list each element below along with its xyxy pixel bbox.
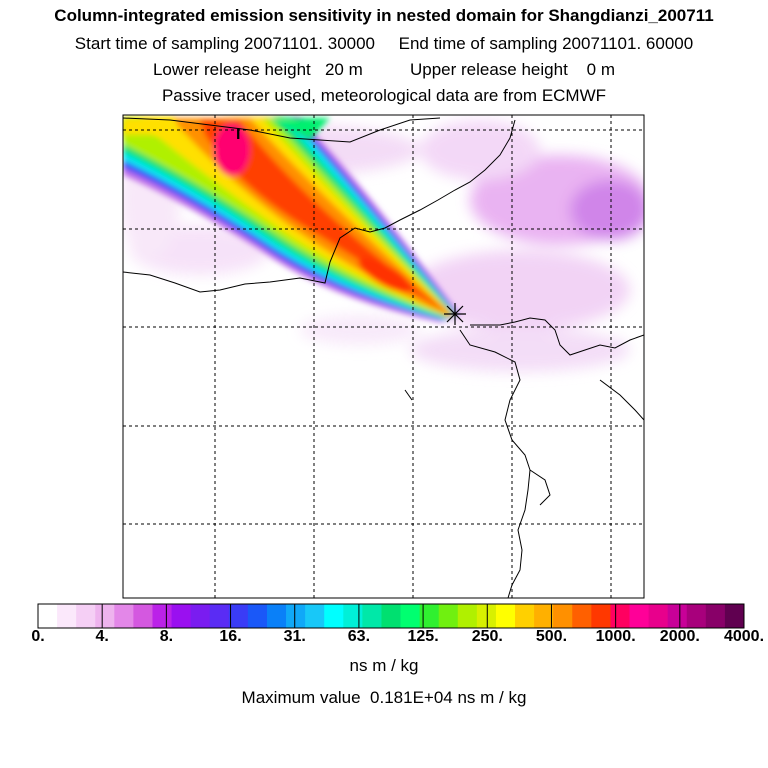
- colorbar-frame: [37, 603, 745, 629]
- colorbar-swatch: [438, 604, 459, 628]
- colorbar-tick-label: 31.: [283, 628, 306, 645]
- plot-frame: [122, 114, 645, 599]
- colorbar-swatch: [724, 604, 745, 628]
- colorbar-swatch: [534, 604, 554, 628]
- colorbar-swatch: [38, 604, 58, 628]
- colorbar-swatch: [305, 604, 325, 628]
- colorbar-tick-label: 500.: [535, 628, 568, 645]
- colorbar-swatch: [495, 604, 516, 628]
- colorbar-swatch: [286, 604, 306, 628]
- colorbar-tick-label: 4.: [95, 628, 109, 645]
- colorbar-swatch: [209, 604, 230, 628]
- colorbar-swatch: [705, 604, 726, 628]
- colorbar-swatch: [114, 604, 134, 628]
- colorbar-swatch: [57, 604, 77, 628]
- colorbar-tick-label: 250.: [471, 628, 503, 645]
- colorbar-swatch: [629, 604, 650, 628]
- colorbar-swatch: [362, 604, 382, 628]
- colorbar-swatch: [515, 604, 535, 628]
- colorbar-swatch: [95, 604, 115, 628]
- colorbar-tick-label: 125.: [407, 628, 439, 645]
- colorbar-swatch: [610, 604, 631, 628]
- colorbar-swatch: [667, 604, 688, 628]
- receptor-marker: [444, 303, 466, 325]
- colorbar-swatch: [457, 604, 478, 628]
- colorbar-swatch: [190, 604, 211, 628]
- gridlines: [123, 115, 644, 598]
- sensitivity-field: [123, 116, 644, 598]
- colorbar-swatch: [247, 604, 268, 628]
- colorbar-units: ns m / kg: [349, 656, 419, 675]
- colorbar-swatch: [381, 604, 402, 628]
- colorbar-tick-label: 2000.: [659, 628, 700, 645]
- colorbar-swatch: [572, 604, 592, 628]
- colorbar-swatch: [400, 604, 421, 628]
- tracer-info: Passive tracer used, meteorological data…: [161, 86, 607, 105]
- colorbar-tick-label: 16.: [219, 628, 242, 645]
- release-heights: Lower release height 20 m Upper release …: [152, 60, 616, 79]
- colorbar: [37, 603, 745, 629]
- colorbar-tick-label: 63.: [347, 628, 371, 645]
- colorbar-tick-label: 8.: [159, 628, 174, 645]
- colorbar-swatch: [171, 604, 192, 628]
- colorbar-swatch: [228, 604, 249, 628]
- colorbar-tick-label: 1000.: [595, 628, 636, 645]
- colorbar-swatch: [476, 604, 497, 628]
- colorbar-swatch: [686, 604, 707, 628]
- colorbar-swatch: [133, 604, 153, 628]
- max-value-marker: I: [236, 126, 241, 143]
- colorbar-swatch: [266, 604, 287, 628]
- colorbar-swatch: [324, 604, 344, 628]
- coastlines: [123, 117, 644, 598]
- colorbar-swatch: [152, 604, 173, 628]
- colorbar-swatch: [591, 604, 611, 628]
- colorbar-swatch: [76, 604, 96, 628]
- colorbar-swatch: [419, 604, 440, 628]
- colorbar-swatch: [343, 604, 363, 628]
- colorbar-swatch: [648, 604, 669, 628]
- maximum-value: Maximum value 0.181E+04 ns m / kg: [241, 688, 527, 707]
- sampling-times: Start time of sampling 20071101. 30000 E…: [74, 34, 694, 53]
- colorbar-tick-label: 0.: [31, 628, 45, 645]
- colorbar-swatch: [553, 604, 573, 628]
- colorbar-tick-label: 4000.: [723, 628, 765, 645]
- chart-title: Column-integrated emission sensitivity i…: [54, 6, 714, 25]
